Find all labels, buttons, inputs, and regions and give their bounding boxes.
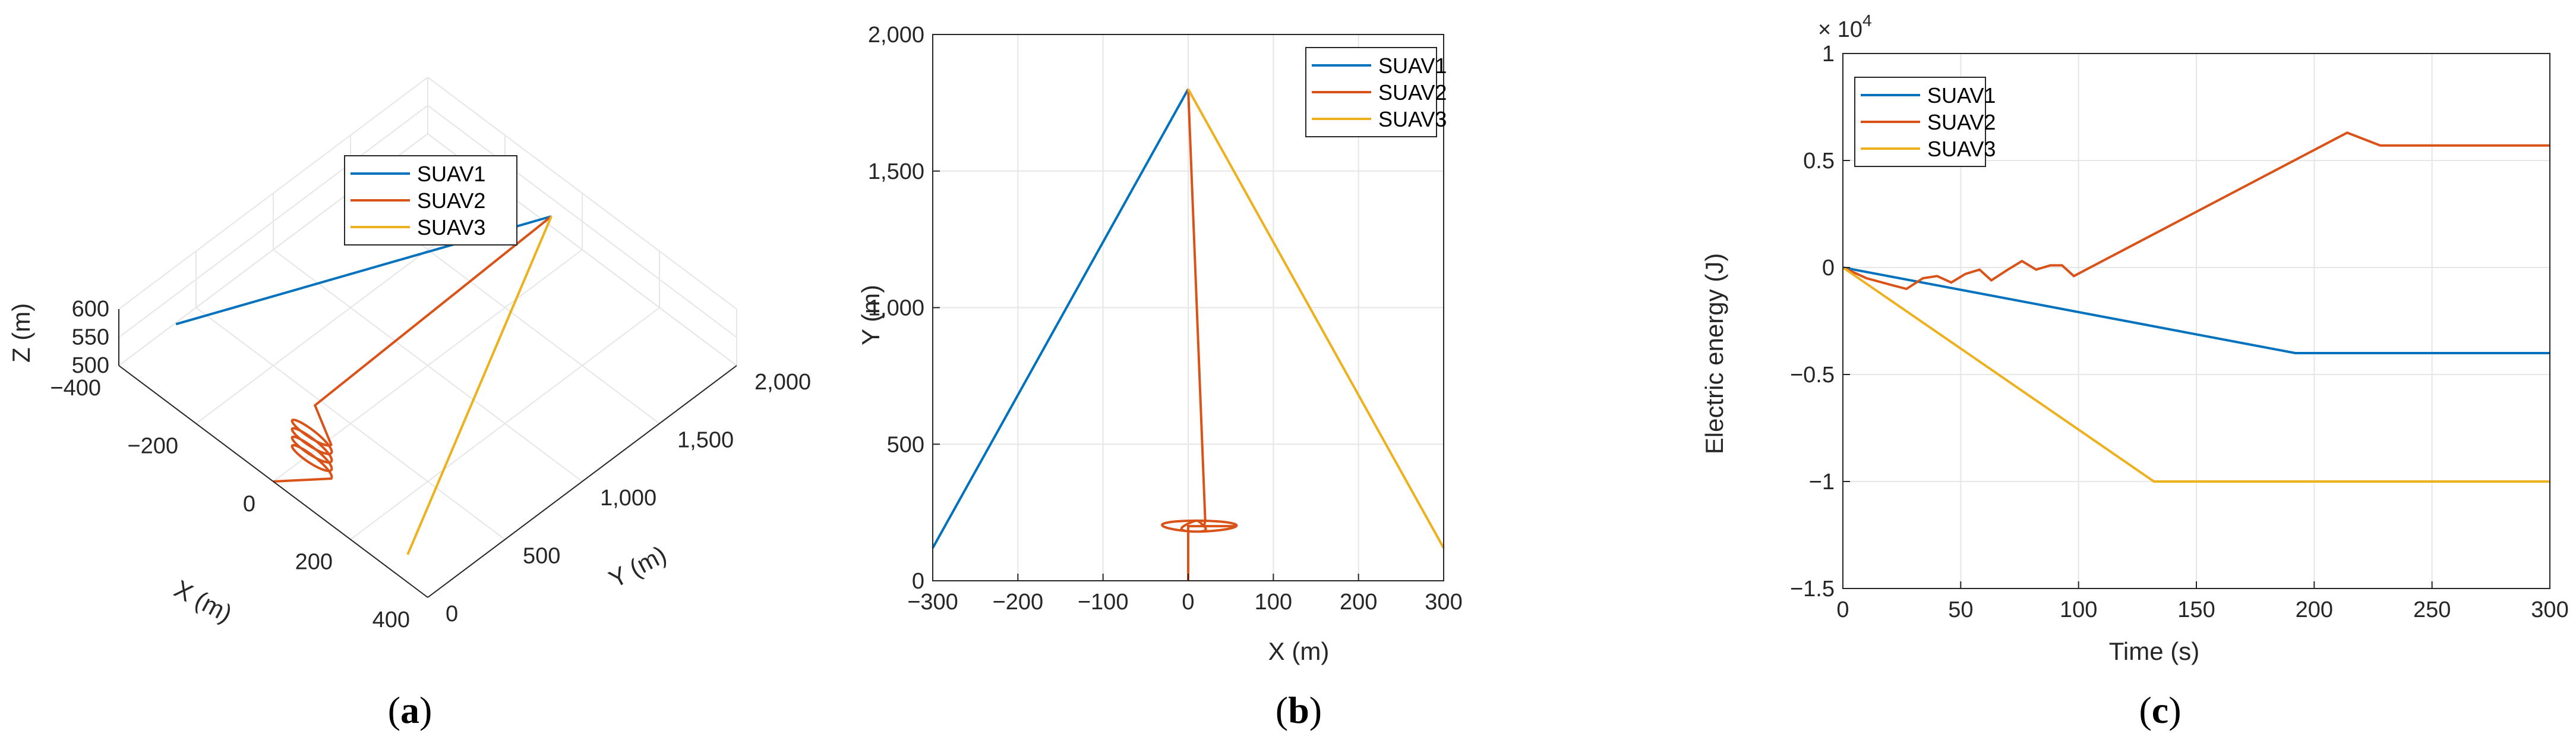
tick-label-y: 500 [887, 432, 924, 457]
tick-label-x: 150 [2177, 597, 2215, 622]
tick-label-y: 2,000 [868, 23, 924, 48]
tick-label-y: 500 [523, 544, 560, 569]
series-line-suav3 [1187, 88, 1445, 549]
panel-b-top-view: −300 −200 −100 0 100 200 300 0 500 1,000 1,500 2,00… [844, 0, 1693, 749]
series-line-suav1 [932, 88, 1189, 549]
tick-label-x: −300 [907, 590, 958, 615]
legend-label-suav2: SUAV2 [1378, 80, 1447, 105]
legend-label-suav2: SUAV2 [417, 188, 485, 213]
tick-label-y: 0.5 [1803, 149, 1835, 174]
plot-frame [1842, 53, 2550, 589]
tick-label-y: 1,500 [677, 428, 734, 453]
tick-label-y: −0.5 [1790, 363, 1835, 388]
tick-label-x: 200 [295, 550, 333, 575]
a-zlabel: Z (m) [7, 303, 35, 363]
legend-label-suav3: SUAV3 [1927, 137, 1996, 161]
tick-label-x: −200 [127, 434, 178, 459]
series-line-suav3 [1842, 266, 2550, 483]
tick-label-y: 0 [912, 569, 924, 594]
tick-label-x: 400 [372, 608, 410, 632]
series-line-suav2 [1842, 131, 2550, 291]
tick-label-x: 0 [1182, 590, 1194, 615]
floor-grid [273, 249, 583, 482]
chart-c-svg: 0 50 100 150 200 250 300 −1.5 −1 −0.5 0 0.5 1 Time (… [1700, 11, 2569, 665]
panel-c-energy: 0 50 100 150 200 250 300 −1.5 −1 −0.5 0 0.5 1 Time (… [1693, 0, 2576, 749]
a-ylabel: Y (m) [604, 540, 671, 593]
tick-label-y: 0 [1822, 256, 1835, 281]
tick-label-y: −1.5 [1790, 577, 1835, 602]
tick-label-y: 1,000 [600, 486, 656, 511]
tick-label-x: 50 [1948, 597, 1973, 622]
tick-label-y: 1,000 [868, 296, 924, 321]
panel-c-label: (c) [2139, 689, 2182, 731]
tick-label-z: 500 [72, 353, 109, 378]
tick-label-x: 200 [2296, 597, 2333, 622]
tick-label-x: 100 [2060, 597, 2097, 622]
y-axis [427, 365, 737, 598]
c-exponent-label: × 104 [1818, 11, 1872, 42]
tick-label-x: 0 [243, 492, 255, 517]
tick-label-x: −200 [993, 590, 1044, 615]
tick-label-x: 300 [2531, 597, 2568, 622]
tick-label-z: 600 [72, 297, 109, 322]
c-ylabel: Electric energy (J) [1700, 253, 1728, 454]
series-line-suav2 [273, 215, 553, 483]
tick-label-x: 300 [1425, 590, 1462, 615]
tick-label-x: −100 [1078, 590, 1129, 615]
legend-label-suav1: SUAV1 [417, 162, 485, 186]
tick-label-y: 1,500 [868, 159, 924, 184]
legend-label-suav1: SUAV1 [1927, 83, 1996, 108]
tick-label-x: 250 [2413, 597, 2451, 622]
chart-b-svg: −300 −200 −100 0 100 200 300 0 500 1,000 1,500 2,00… [857, 23, 1463, 665]
panel-a-3d-trajectory: −400 −200 0 200 400 0 500 1,000 1,500 2,000 500 550… [0, 0, 844, 749]
tick-label-x: −400 [50, 376, 101, 401]
x-axis [118, 365, 428, 598]
legend-label-suav2: SUAV2 [1927, 110, 1996, 134]
b-xlabel: X (m) [1268, 637, 1330, 665]
series-line-suav2 [1160, 89, 1238, 581]
legend-label-suav3: SUAV3 [1378, 107, 1447, 131]
series-line-suav3 [406, 216, 553, 555]
chart-a-svg: −400 −200 0 200 400 0 500 1,000 1,500 2,000 500 550… [7, 77, 811, 632]
floor-grid [195, 307, 506, 540]
plot-frame [932, 34, 1444, 581]
panel-a-label: (a) [387, 689, 433, 731]
tick-label-x: 100 [1255, 590, 1292, 615]
tick-label-x: 200 [1340, 590, 1377, 615]
tick-label-y: 2,000 [755, 370, 811, 395]
tick-label-y: −1 [1809, 470, 1835, 495]
a-xlabel: X (m) [170, 574, 237, 628]
legend-label-suav1: SUAV1 [1378, 54, 1447, 78]
tick-label-y: 1 [1822, 42, 1835, 67]
b-ylabel: Y (m) [857, 285, 885, 345]
tick-label-x: 0 [1836, 597, 1849, 622]
legend-label-suav3: SUAV3 [417, 215, 485, 240]
c-xlabel: Time (s) [2109, 637, 2199, 665]
series-line-suav1 [1842, 266, 2550, 354]
tick-label-z: 550 [72, 325, 109, 350]
panel-b-label: (b) [1275, 689, 1322, 731]
tick-label-y: 0 [446, 602, 458, 627]
